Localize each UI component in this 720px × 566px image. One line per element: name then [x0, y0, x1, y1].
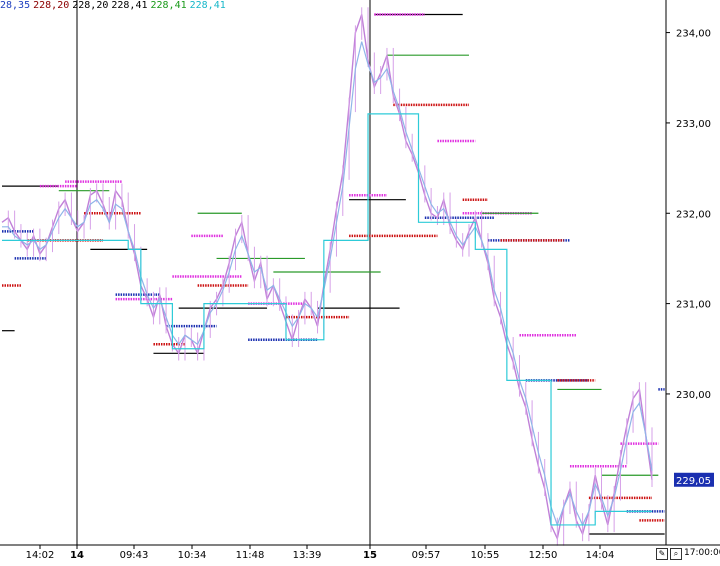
series-lines — [1, 7, 653, 546]
y-tick-label: 231,00 — [676, 300, 711, 311]
series-average — [2, 41, 653, 527]
x-tick-label: 09:57 — [412, 550, 441, 561]
header-value-3: 228,20 — [72, 0, 109, 11]
magnifier-icon[interactable]: ⌕ — [670, 548, 682, 560]
x-tick-label: 10:55 — [471, 550, 500, 561]
header-value-2: 228,20 — [33, 0, 70, 11]
x-tick-label: 14:04 — [586, 550, 615, 561]
x-tick-label: 09:43 — [120, 550, 149, 561]
x-tick-label: 12:50 — [529, 550, 558, 561]
header-value-4: 228,41 — [111, 0, 148, 11]
x-tick-label: 15 — [363, 550, 377, 561]
end-time-label: 17:00:00 — [684, 548, 720, 558]
header-value-5: 228,41 — [150, 0, 187, 11]
header-value-1: 28,35 — [0, 0, 31, 11]
pencil-icon[interactable]: ✎ — [656, 548, 668, 560]
y-tick-label: 233,00 — [676, 119, 711, 130]
x-tick-label: 10:34 — [178, 550, 207, 561]
x-tick-label: 13:39 — [293, 550, 322, 561]
x-tick-label: 14 — [70, 550, 84, 561]
series-price — [1, 14, 653, 541]
y-tick-label: 234,00 — [676, 29, 711, 40]
last-price-label: 229,05 — [676, 476, 711, 487]
last-price-box — [674, 472, 714, 487]
x-tick-label: 11:48 — [236, 550, 265, 561]
header-values: 28,35 228,20 228,20 228,41 228,41 228,41 — [0, 0, 229, 12]
header-value-6: 228,41 — [189, 0, 226, 11]
y-tick-label: 232,00 — [676, 209, 711, 220]
series-step — [2, 113, 652, 526]
x-tick-label: 14:02 — [26, 550, 55, 561]
y-tick-label: 230,00 — [676, 390, 711, 401]
level-lines — [2, 13, 665, 535]
